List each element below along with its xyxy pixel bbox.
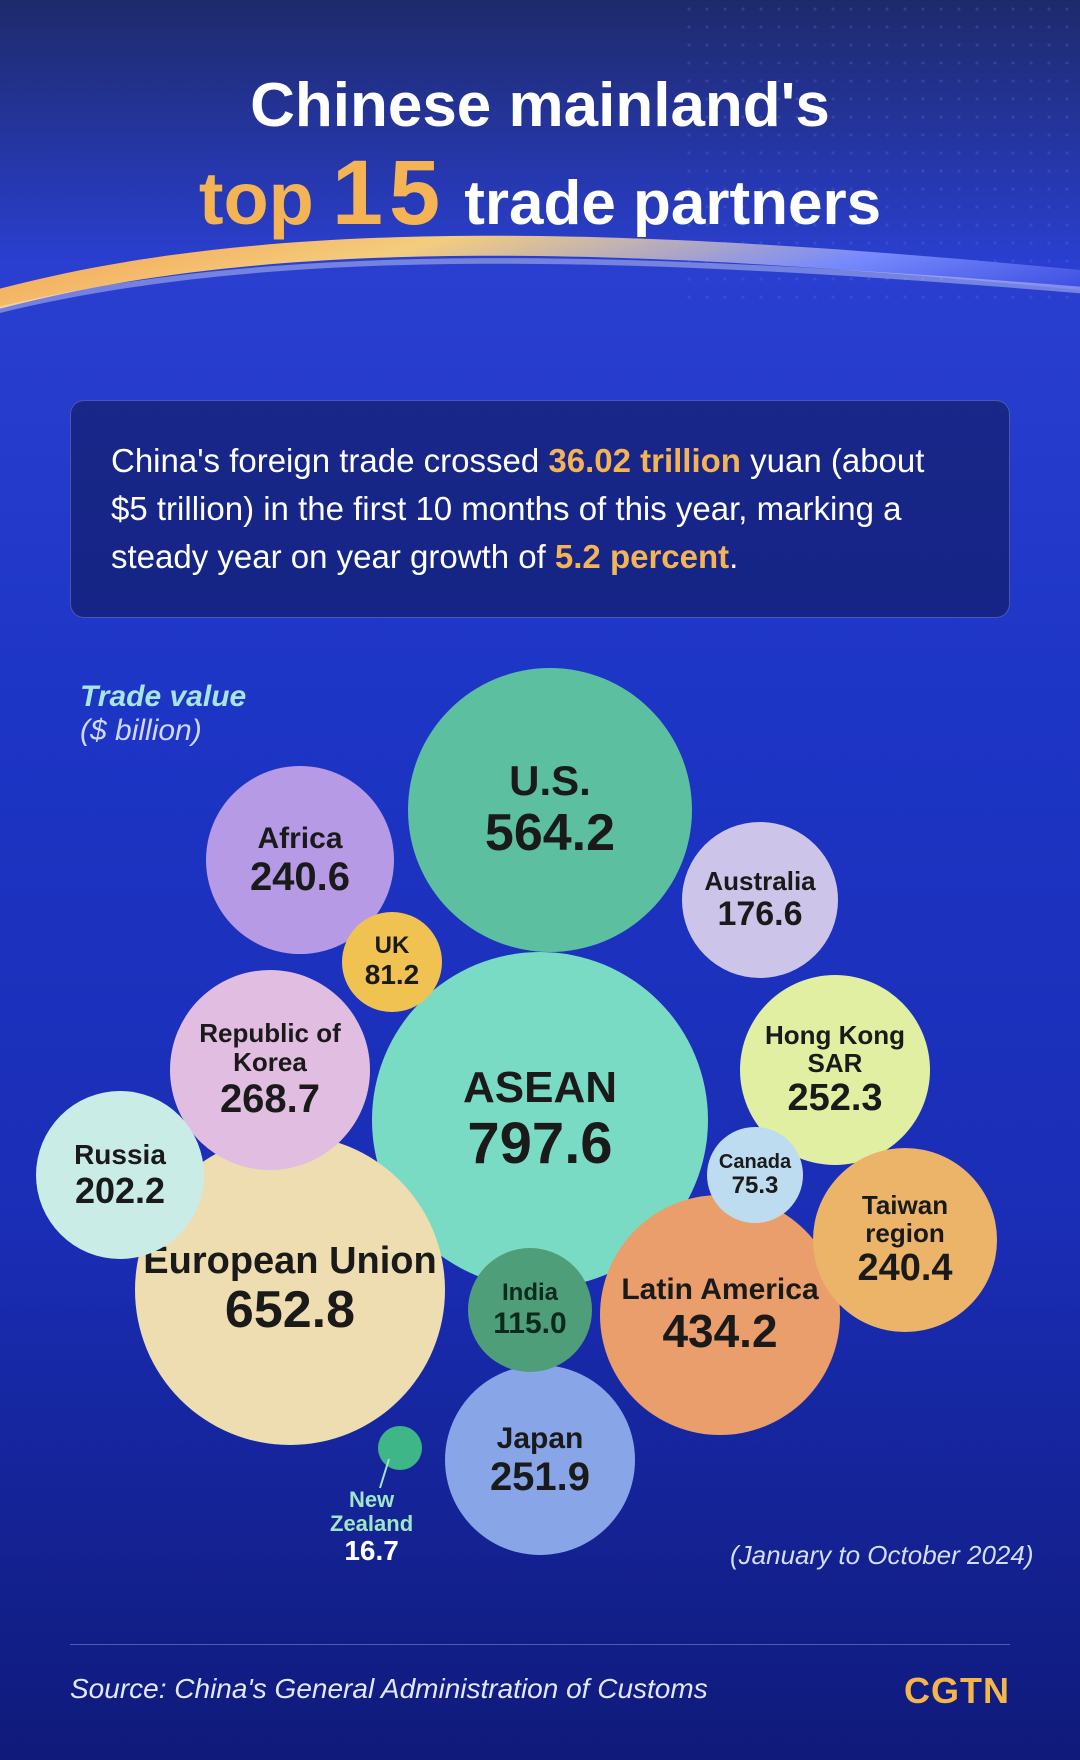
bubble-uk: UK81.2 xyxy=(342,912,442,1012)
summary-t3: . xyxy=(729,538,738,575)
bubble-name: ASEAN xyxy=(455,1064,625,1112)
bubble-name: UK xyxy=(367,933,418,959)
bubble-name: Canada xyxy=(711,1151,799,1173)
bubble-value: 268.7 xyxy=(220,1077,320,1121)
bubble-name: Russia xyxy=(66,1140,174,1171)
summary-box: China's foreign trade crossed 36.02 tril… xyxy=(70,400,1010,618)
bubble-name: Latin America xyxy=(613,1273,826,1306)
bubble-name: U.S. xyxy=(501,758,599,804)
title-line1: Chinese mainland's xyxy=(0,70,1080,141)
bubble-name: Republic of Korea xyxy=(170,1019,370,1076)
bubble-korea: Republic of Korea268.7 xyxy=(170,970,370,1170)
bubble-value: 434.2 xyxy=(662,1306,777,1357)
bubble-value: 81.2 xyxy=(365,960,420,991)
bubble-aus: Australia176.6 xyxy=(682,822,838,978)
bubble-ext-label-nz: NewZealand16.7 xyxy=(330,1488,413,1567)
summary-t1: China's foreign trade crossed xyxy=(111,442,548,479)
summary-h1: 36.02 trillion xyxy=(548,442,741,479)
bubble-chart: ASEAN797.6 European Union652.8 U.S.564.2 La… xyxy=(0,700,1080,1600)
page-title: Chinese mainland's top 15 trade partners xyxy=(0,70,1080,246)
bubble-name: Hong Kong SAR xyxy=(740,1021,930,1078)
bubble-value: 252.3 xyxy=(787,1078,882,1120)
bubble-name: Australia xyxy=(696,867,823,896)
title-line2-rest: trade partners xyxy=(464,168,881,239)
bubble-la: Latin America434.2 xyxy=(600,1195,840,1435)
bubble-india: India115.0 xyxy=(468,1248,592,1372)
bubble-value: 240.6 xyxy=(250,855,350,899)
bubble-value: 202.2 xyxy=(75,1171,165,1211)
bubble-value: 652.8 xyxy=(225,1282,355,1339)
brand-logo: CGTN xyxy=(904,1670,1010,1712)
bubble-value: 75.3 xyxy=(732,1173,779,1199)
bubble-name: Africa xyxy=(249,822,350,855)
bubble-taiwan: Taiwan region240.4 xyxy=(813,1148,997,1332)
bubble-value: 251.9 xyxy=(490,1455,590,1499)
bubble-name: Taiwan region xyxy=(813,1191,997,1248)
source-text: Source: China's General Administration o… xyxy=(70,1673,708,1705)
bubble-nz xyxy=(378,1426,422,1470)
bubble-japan: Japan251.9 xyxy=(445,1365,635,1555)
bubble-russia: Russia202.2 xyxy=(36,1091,204,1259)
footer-divider xyxy=(70,1644,1010,1645)
summary-h2: 5.2 percent xyxy=(555,538,729,575)
bubble-value: 797.6 xyxy=(467,1112,612,1176)
title-top-word: top xyxy=(199,156,314,241)
bubble-value: 564.2 xyxy=(485,805,615,862)
period-note: (January to October 2024) xyxy=(730,1540,1034,1571)
bubble-name: Japan xyxy=(489,1422,592,1455)
bubble-value: 176.6 xyxy=(717,896,802,933)
bubble-us: U.S.564.2 xyxy=(408,668,692,952)
title-number: 15 xyxy=(332,141,446,246)
bubble-name: European Union xyxy=(135,1241,444,1283)
bubble-value: 240.4 xyxy=(857,1248,952,1290)
bubble-canada: Canada75.3 xyxy=(707,1127,803,1223)
bubble-name: India xyxy=(494,1280,566,1306)
bubble-value: 115.0 xyxy=(493,1307,566,1340)
